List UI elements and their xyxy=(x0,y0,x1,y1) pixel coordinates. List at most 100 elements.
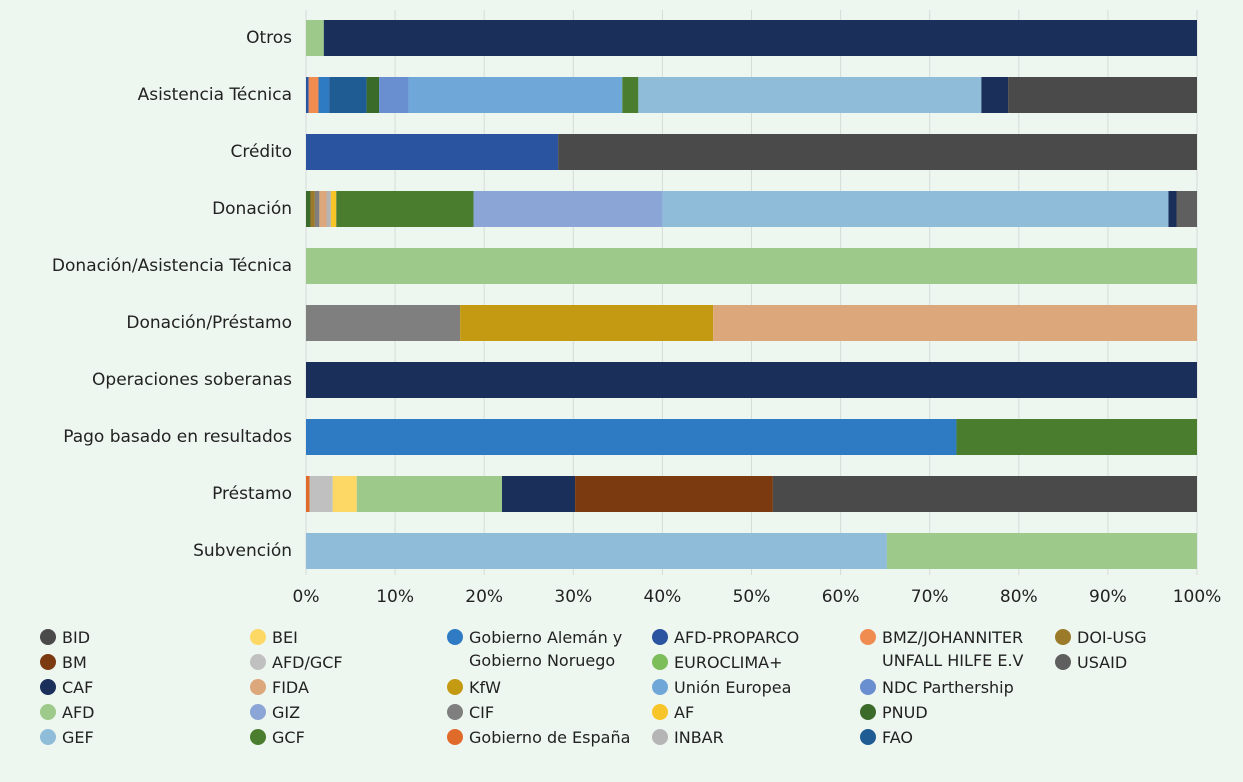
x-tick-label: 90% xyxy=(1089,587,1127,607)
legend-item: FIDA xyxy=(250,676,440,699)
bar-segment xyxy=(306,533,887,569)
legend-label: DOI-USG xyxy=(1077,628,1147,647)
bar-segment xyxy=(502,476,576,512)
bar-segment xyxy=(323,20,1197,56)
bar-segment xyxy=(336,191,474,227)
bar-segment xyxy=(314,191,320,227)
bar-segment xyxy=(1008,77,1197,113)
y-tick-label: Donación/Asistencia Técnica xyxy=(52,256,292,276)
legend-item: KfW xyxy=(447,676,637,699)
legend-label: USAID xyxy=(1077,653,1128,672)
legend-swatch xyxy=(250,654,266,670)
bar-segment xyxy=(306,20,324,56)
legend-label: Gobierno de España xyxy=(469,728,631,747)
legend-label: FAO xyxy=(882,728,913,747)
bar-segment xyxy=(306,77,309,113)
legend-label: AFD/GCF xyxy=(272,653,343,672)
legend-swatch xyxy=(652,729,668,745)
legend-swatch xyxy=(860,704,876,720)
legend-label: PNUD xyxy=(882,703,928,722)
bar-segment xyxy=(662,191,1169,227)
bar-segment xyxy=(306,419,957,455)
legend-swatch xyxy=(447,679,463,695)
legend-item: BID xyxy=(40,626,230,649)
bar-segment xyxy=(306,191,311,227)
x-tick-label: 0% xyxy=(293,587,320,607)
x-tick-label: 50% xyxy=(733,587,771,607)
legend-item: AFD-PROPARCO xyxy=(652,626,842,649)
y-tick-label: Subvención xyxy=(193,541,292,561)
legend-label: INBAR xyxy=(674,728,724,747)
legend-swatch xyxy=(40,729,56,745)
legend-label: Gobierno Alemán y Gobierno Noruego xyxy=(469,628,623,670)
y-tick-label: Asistencia Técnica xyxy=(138,85,292,105)
legend-item: GCF xyxy=(250,726,440,749)
legend-swatch xyxy=(250,629,266,645)
legend-item: AF xyxy=(652,701,842,724)
legend-item: DOI-USG xyxy=(1055,626,1235,649)
bar-segment xyxy=(558,134,1197,170)
legend-item: AFD xyxy=(40,701,230,724)
legend-swatch xyxy=(652,704,668,720)
legend-swatch xyxy=(860,629,876,645)
bar-segment xyxy=(306,362,1197,398)
legend-swatch xyxy=(860,679,876,695)
legend-label: CAF xyxy=(62,678,94,697)
legend-label: AF xyxy=(674,703,695,722)
legend-item: CIF xyxy=(447,701,637,724)
legend-swatch xyxy=(447,704,463,720)
legend-swatch xyxy=(652,679,668,695)
bar-segment xyxy=(638,77,982,113)
bar-segment xyxy=(319,191,327,227)
legend-swatch xyxy=(860,729,876,745)
bar-segment xyxy=(366,77,380,113)
y-tick-label: Donación xyxy=(212,199,292,219)
legend-label: BMZ/JOHANNITER UNFALL HILFE E.V xyxy=(882,628,1024,670)
legend-label: Unión Europea xyxy=(674,678,792,697)
y-tick-label: Préstamo xyxy=(212,484,292,504)
legend-swatch xyxy=(40,629,56,645)
bar-segment xyxy=(332,476,357,512)
x-tick-label: 30% xyxy=(554,587,592,607)
legend-item: Gobierno Alemán y Gobierno Noruego xyxy=(447,626,637,672)
bar-segment xyxy=(306,248,1197,284)
bar-segment xyxy=(330,191,337,227)
legend-label: AFD-PROPARCO xyxy=(674,628,800,647)
bar-segment xyxy=(318,77,330,113)
bar-segment xyxy=(1176,191,1197,227)
legend-label: GIZ xyxy=(272,703,301,722)
bar-segment xyxy=(408,77,623,113)
legend-item: Gobierno de España xyxy=(447,726,637,749)
bar-segment xyxy=(622,77,639,113)
bar-segment xyxy=(310,191,315,227)
legend-item: EUROCLIMA+ xyxy=(652,651,842,674)
legend-label: BM xyxy=(62,653,87,672)
legend-label: AFD xyxy=(62,703,95,722)
bar-segment xyxy=(956,419,1197,455)
legend-swatch xyxy=(250,679,266,695)
bar-segment xyxy=(356,476,503,512)
legend-item: FAO xyxy=(860,726,1050,749)
legend-item: USAID xyxy=(1055,651,1235,674)
legend-item: CAF xyxy=(40,676,230,699)
legend-label: NDC Parthership xyxy=(882,678,1014,697)
y-tick-label: Otros xyxy=(246,28,292,48)
bar-segment xyxy=(473,191,663,227)
legend-swatch xyxy=(250,704,266,720)
legend-label: BEI xyxy=(272,628,298,647)
legend-swatch xyxy=(40,704,56,720)
bar-segment xyxy=(306,134,559,170)
legend-item: INBAR xyxy=(652,726,842,749)
bar-segment xyxy=(886,533,1197,569)
legend-label: KfW xyxy=(469,678,501,697)
bar-segment xyxy=(460,305,714,341)
x-tick-label: 70% xyxy=(911,587,949,607)
bar-segment xyxy=(575,476,773,512)
bar-segment xyxy=(772,476,1197,512)
bar-segment xyxy=(306,305,461,341)
legend-swatch xyxy=(40,654,56,670)
bar-segment xyxy=(1168,191,1177,227)
legend-swatch xyxy=(1055,654,1071,670)
legend-label: FIDA xyxy=(272,678,309,697)
